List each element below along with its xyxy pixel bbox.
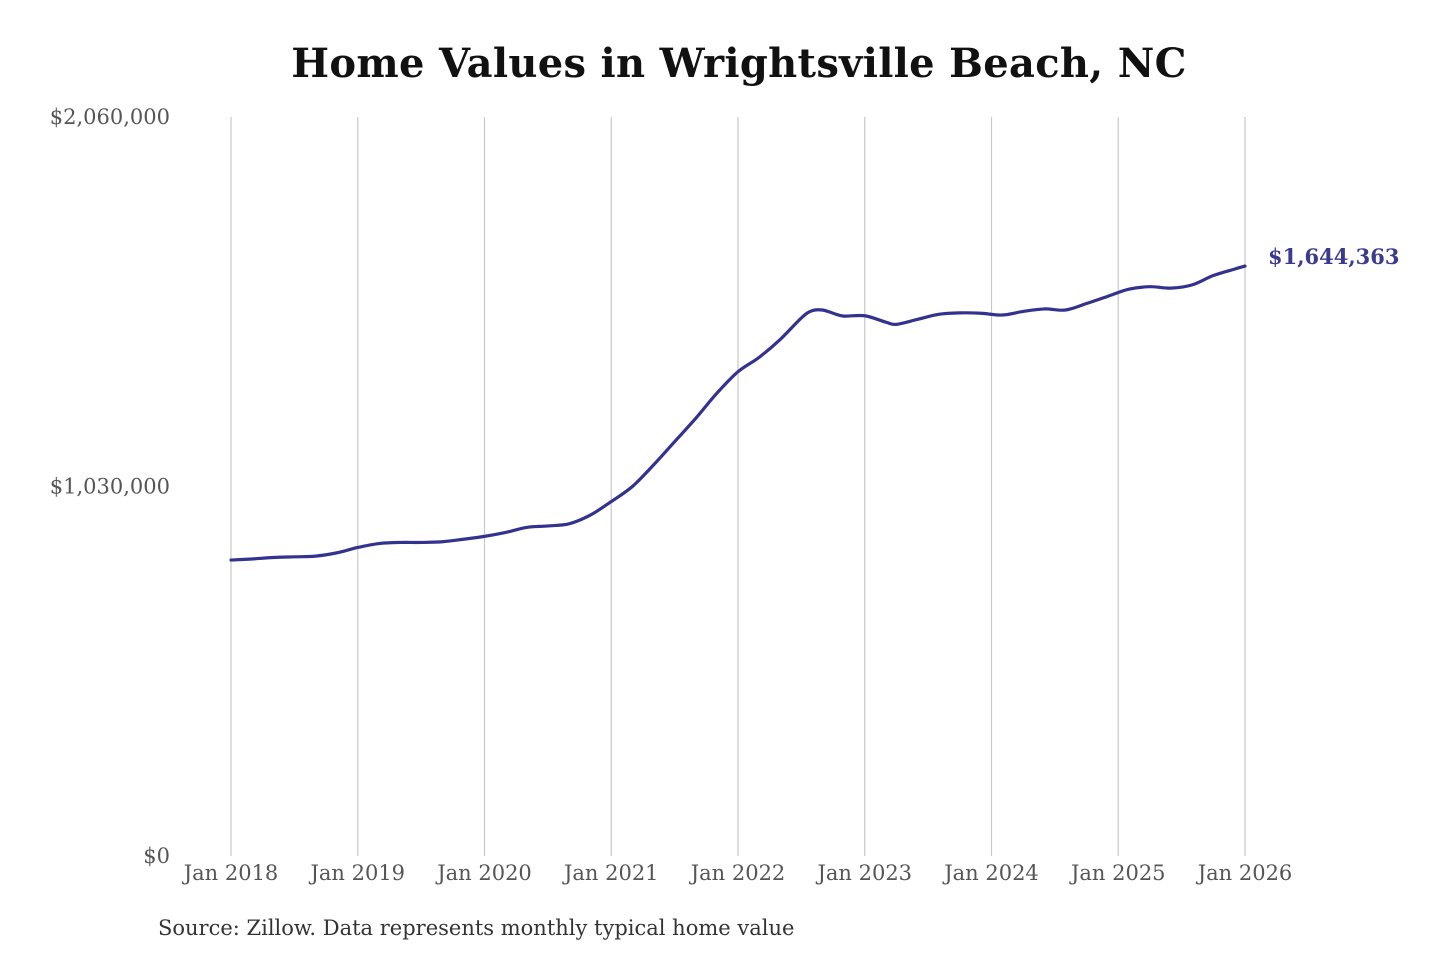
y-tick-label: $2,060,000 xyxy=(50,105,170,129)
chart-title: Home Values in Wrightsville Beach, NC xyxy=(291,40,1187,87)
x-tick-label: Jan 2018 xyxy=(182,861,279,885)
x-axis-tick-labels: Jan 2018 Jan 2019 Jan 2020 Jan 2021 Jan 2022… xyxy=(182,861,1293,885)
series-line-home-value xyxy=(229,264,1247,562)
end-value-label: $1,644,363 xyxy=(1268,244,1400,269)
source-note: Source: Zillow. Data represents monthly … xyxy=(158,916,795,940)
x-tick-label: Jan 2021 xyxy=(562,861,659,885)
x-tick-label: Jan 2019 xyxy=(308,861,405,885)
vertical-gridlines xyxy=(230,117,1246,856)
series-layer xyxy=(229,264,1247,562)
end-label-layer: $1,644,363 xyxy=(1268,244,1400,269)
x-tick-label: Jan 2023 xyxy=(815,861,912,885)
x-tick-label: Jan 2025 xyxy=(1069,861,1166,885)
y-axis-tick-labels: $0 $1,030,000 $2,060,000 xyxy=(50,105,170,868)
y-tick-label: $0 xyxy=(143,844,170,868)
x-tick-label: Jan 2026 xyxy=(1196,861,1293,885)
x-tick-label: Jan 2020 xyxy=(435,861,532,885)
y-tick-label: $1,030,000 xyxy=(50,475,170,499)
x-tick-label: Jan 2022 xyxy=(689,861,786,885)
x-tick-label: Jan 2024 xyxy=(942,861,1039,885)
